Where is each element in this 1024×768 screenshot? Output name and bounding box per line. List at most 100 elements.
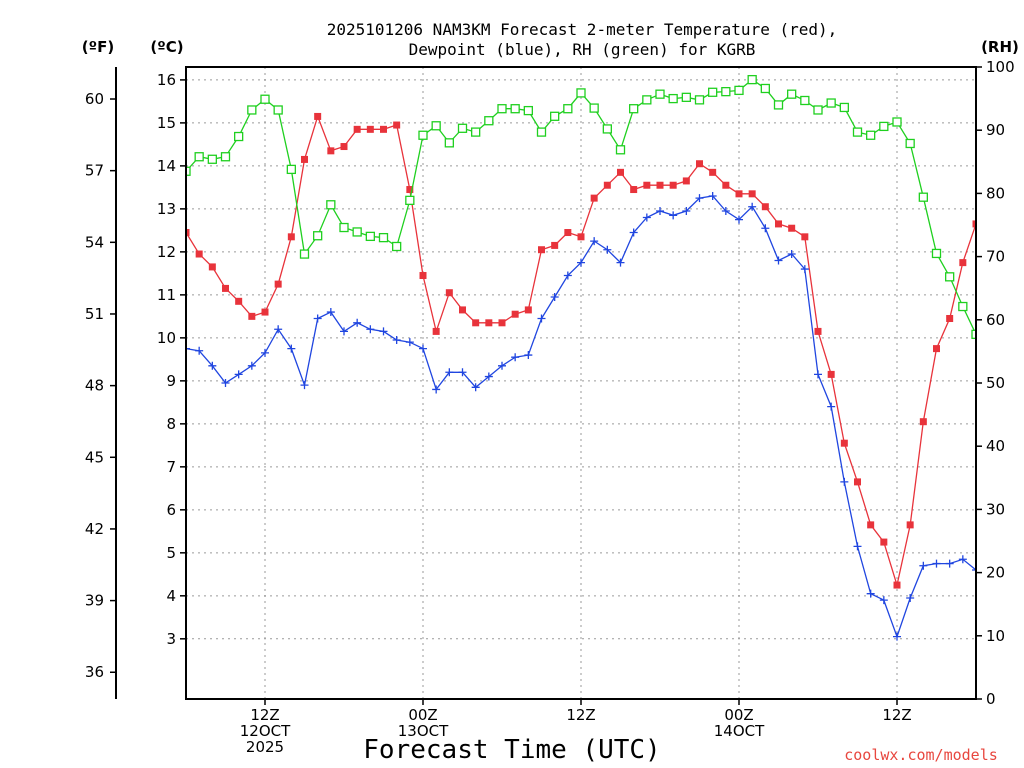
rh-point — [945, 272, 955, 282]
2-meter-temperature-point — [301, 155, 308, 163]
rh-point — [273, 105, 283, 115]
fahrenheit-tick-label: 42 — [85, 520, 104, 538]
2-meter-temperature-point — [314, 112, 322, 120]
dewpoint-point — [524, 351, 533, 360]
2-meter-temperature-point — [603, 181, 611, 189]
2-meter-temperature-point — [235, 297, 243, 305]
dewpoint-point — [695, 194, 704, 203]
2-meter-temperature-point — [630, 186, 638, 194]
rh-point — [694, 95, 705, 105]
dewpoint-point — [840, 477, 849, 486]
2-meter-temperature-point — [682, 177, 690, 185]
rh-tick-label: 60 — [986, 311, 1005, 329]
2-meter-temperature-point — [432, 327, 440, 335]
dewpoint-point — [498, 361, 506, 370]
dewpoint-point — [419, 344, 427, 353]
2-meter-temperature-point — [186, 229, 190, 237]
dewpoint-point — [274, 325, 283, 334]
2-meter-temperature-point — [919, 418, 927, 426]
dewpoint-point — [761, 224, 770, 233]
2-meter-temperature-point — [840, 439, 848, 447]
fahrenheit-tick-label: 57 — [85, 162, 104, 180]
rh-point — [497, 104, 507, 114]
2-meter-temperature-point — [287, 233, 295, 241]
2-meter-temperature-point — [656, 181, 664, 189]
2-meter-temperature-point — [709, 168, 717, 176]
celsius-tick-label: 14 — [157, 157, 176, 175]
dewpoint-point — [774, 256, 783, 265]
dewpoint-point — [484, 372, 493, 381]
2-meter-temperature-point — [366, 125, 374, 133]
dewpoint-point — [366, 325, 375, 334]
celsius-tick-label: 5 — [166, 544, 176, 562]
rh-tick-label: 80 — [986, 184, 1005, 202]
dewpoint-point — [353, 318, 362, 327]
dewpoint-point — [932, 559, 941, 568]
celsius-tick-label: 9 — [166, 372, 176, 390]
rh-point — [905, 138, 915, 149]
rh-point — [642, 95, 652, 105]
rh-point — [602, 124, 612, 134]
2-meter-temperature-point — [827, 370, 835, 378]
dewpoint-point — [682, 207, 691, 216]
dewpoint-point — [247, 361, 256, 370]
2-meter-temperature-point — [472, 319, 480, 327]
2-meter-temperature-point — [669, 181, 677, 189]
celsius-tick-label: 6 — [166, 501, 176, 519]
2-meter-temperature-point — [906, 521, 914, 529]
dewpoint-point — [879, 596, 888, 605]
2-meter-temperature-point — [959, 259, 967, 267]
rh-point — [378, 232, 389, 243]
dewpoint-point — [405, 338, 414, 347]
dewpoint-point — [379, 327, 388, 336]
dewpoint-point — [814, 370, 822, 379]
celsius-tick-label: 8 — [166, 415, 176, 433]
rh-point — [615, 145, 626, 155]
2-meter-temperature-point — [854, 478, 861, 486]
time-tick-label: 12OCT — [240, 722, 291, 740]
rh-point — [299, 249, 310, 259]
2-meter-temperature-point — [419, 272, 427, 280]
rh-point — [313, 231, 323, 241]
dewpoint-point — [603, 245, 612, 254]
time-tick-label: 14OCT — [714, 722, 765, 740]
2-meter-temperature-point — [801, 233, 809, 241]
dewpoint-point — [392, 336, 401, 345]
rh-tick-label: 100 — [986, 58, 1015, 76]
2-meter-temperature-point — [248, 312, 256, 320]
rh-point — [708, 87, 718, 97]
2-meter-temperature-point — [972, 220, 976, 228]
dewpoint-point — [972, 566, 976, 575]
dewpoint-point — [656, 207, 664, 216]
2-meter-temperature-point — [735, 190, 743, 198]
dewpoint-point — [893, 632, 901, 641]
rh-point — [418, 130, 428, 140]
celsius-tick-label: 3 — [166, 630, 176, 648]
rh-point — [220, 152, 231, 162]
time-tick-label: 12Z — [566, 706, 595, 724]
rh-point — [234, 131, 244, 142]
rh-point — [536, 127, 547, 137]
celsius-tick-label: 10 — [157, 329, 176, 347]
dewpoint-point — [221, 379, 230, 387]
dewpoint-point — [234, 370, 243, 379]
rh-point — [931, 248, 942, 259]
rh-tick-label: 70 — [986, 248, 1005, 266]
2-meter-temperature-point — [222, 284, 229, 292]
2-meter-temperature-point — [261, 308, 269, 316]
dewpoint-point — [313, 314, 322, 323]
axes-layer: 34567891011121314151612Z12OCT202500Z13OC… — [85, 58, 1015, 756]
rh-point — [484, 116, 494, 126]
rh-point — [839, 102, 849, 113]
dewpoint-point — [261, 348, 269, 357]
2-meter-temperature-point — [393, 121, 401, 129]
dewpoint-point — [537, 314, 546, 323]
time-tick-label: 00Z — [408, 706, 437, 724]
2-meter-temperature-point — [775, 220, 782, 228]
dewpoint-point — [866, 589, 875, 598]
rh-point — [668, 93, 678, 104]
dewpoint-point — [590, 237, 599, 246]
2-meter-temperature-point — [274, 280, 282, 288]
rh-point — [457, 123, 468, 133]
2-meter-temperature-point — [761, 203, 769, 211]
